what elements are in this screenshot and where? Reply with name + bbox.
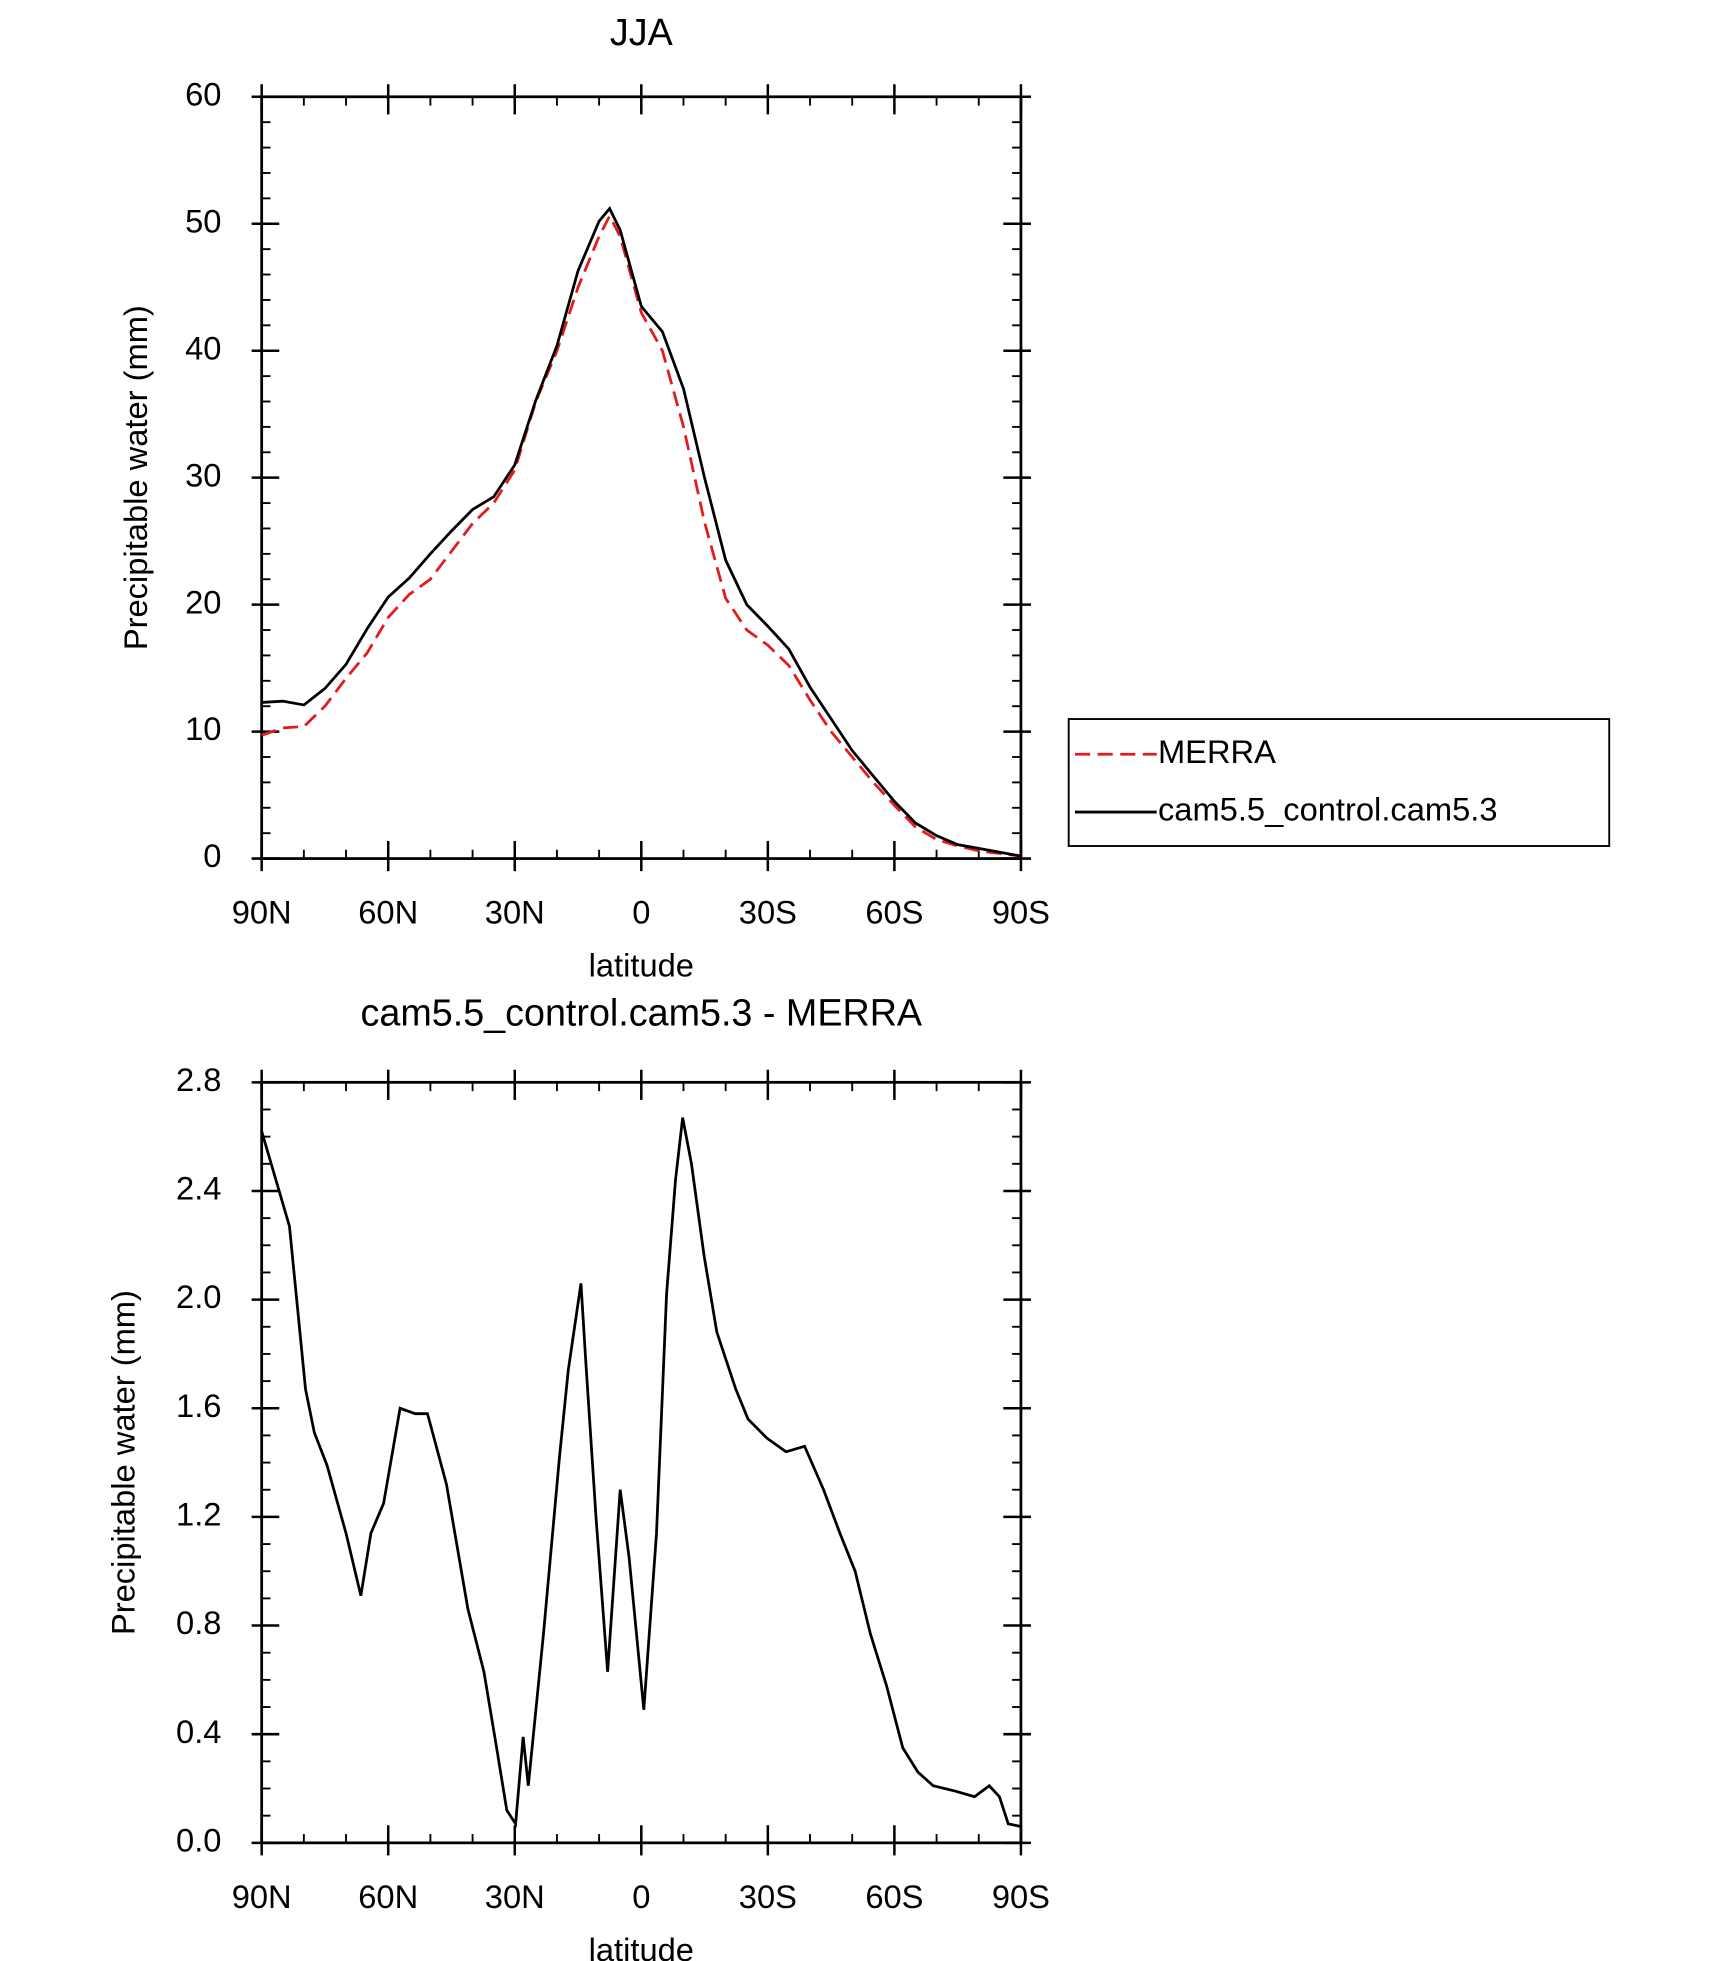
y-tick-label: 2.4: [176, 1170, 221, 1207]
y-tick-label: 0.0: [176, 1821, 221, 1858]
x-tick-label: 0: [632, 894, 650, 931]
x-axis-label: latitude: [589, 1931, 694, 1961]
y-tick-label: 0: [203, 837, 221, 874]
y-tick-label: 20: [185, 583, 221, 620]
plot-frame: [260, 1080, 1023, 1845]
chart-title: JJA: [610, 11, 674, 53]
y-axis-label: Precipitable water (mm): [105, 1290, 142, 1635]
y-tick-label: 2.0: [176, 1278, 221, 1315]
data-line: [261, 213, 1022, 858]
y-tick-label: 60: [185, 75, 221, 112]
x-tick-label: 90N: [232, 894, 292, 931]
x-tick-label: 60N: [358, 1878, 418, 1915]
x-tick-label: 60S: [865, 894, 923, 931]
y-tick-label: 40: [185, 329, 221, 366]
legend-label: cam5.5_control.cam5.3: [1158, 791, 1498, 828]
x-tick-label: 30N: [485, 894, 545, 931]
y-axis-label: Precipitable water (mm): [117, 305, 154, 650]
y-tick-label: 30: [185, 456, 221, 493]
y-tick-label: 10: [185, 710, 221, 747]
y-tick-label: 2.8: [176, 1061, 221, 1098]
plot-frame: [260, 95, 1023, 860]
y-tick-label: 1.6: [176, 1387, 221, 1424]
x-tick-label: 0: [632, 1878, 650, 1915]
y-tick-label: 1.2: [176, 1496, 221, 1533]
data-line: [261, 206, 1022, 858]
x-tick-label: 60N: [358, 894, 418, 931]
x-tick-label: 90S: [992, 1878, 1050, 1915]
x-axis-label: latitude: [589, 947, 694, 984]
legend-box: [1067, 718, 1611, 847]
y-tick-label: 0.4: [176, 1713, 221, 1750]
chart-title: cam5.5_control.cam5.3 - MERRA: [361, 992, 923, 1034]
x-tick-label: 30S: [739, 1878, 797, 1915]
x-tick-label: 30S: [739, 894, 797, 931]
x-tick-label: 90S: [992, 894, 1050, 931]
x-tick-label: 30N: [485, 1878, 545, 1915]
y-tick-label: 50: [185, 202, 221, 239]
legend-label: MERRA: [1158, 733, 1276, 770]
data-line: [260, 1117, 1022, 1828]
x-tick-label: 90N: [232, 1878, 292, 1915]
x-tick-label: 60S: [865, 1878, 923, 1915]
y-tick-label: 0.8: [176, 1604, 221, 1641]
